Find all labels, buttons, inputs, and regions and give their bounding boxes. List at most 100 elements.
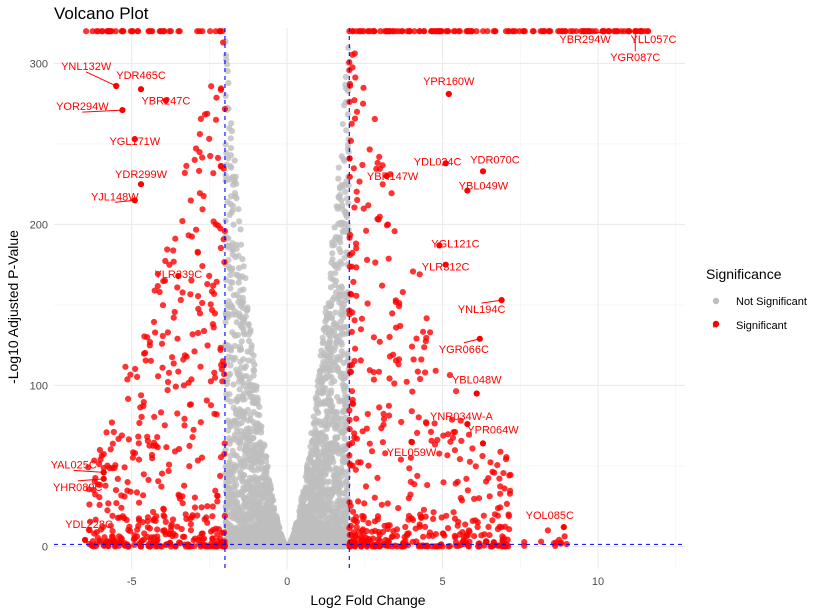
significant-point xyxy=(191,494,198,501)
significant-point xyxy=(139,537,146,544)
significant-point xyxy=(85,526,92,534)
not-significant-point xyxy=(224,198,231,205)
significant-point xyxy=(190,426,197,433)
not-significant-point xyxy=(317,369,324,376)
significant-point xyxy=(538,538,545,545)
significant-point xyxy=(181,533,188,540)
not-significant-point xyxy=(238,241,245,248)
gene-label: YGR087C xyxy=(610,52,660,64)
significant-point xyxy=(152,329,159,336)
significant-point xyxy=(212,28,219,35)
significant-point xyxy=(392,299,399,306)
significant-point xyxy=(360,531,367,538)
significant-point xyxy=(406,465,413,472)
significant-point xyxy=(369,535,377,542)
not-significant-point xyxy=(331,224,338,231)
not-significant-point xyxy=(315,499,323,506)
significant-point xyxy=(458,437,465,444)
significant-point xyxy=(165,369,173,376)
significant-point xyxy=(105,28,112,35)
not-significant-point xyxy=(333,534,341,541)
label-connector xyxy=(82,109,123,113)
significant-point xyxy=(479,452,486,460)
significant-point xyxy=(427,428,435,435)
significant-point xyxy=(372,259,379,266)
not-significant-point xyxy=(229,447,236,454)
not-significant-point xyxy=(304,474,311,481)
significant-point xyxy=(195,305,202,312)
labeled-gene-point xyxy=(137,181,145,188)
significant-point xyxy=(220,236,227,243)
significant-point xyxy=(357,326,365,333)
significant-point xyxy=(423,420,430,427)
not-significant-point xyxy=(225,155,232,162)
not-significant-point xyxy=(251,367,258,374)
not-significant-point xyxy=(303,504,310,511)
not-significant-point xyxy=(250,467,257,474)
not-significant-point xyxy=(332,435,339,442)
significant-point xyxy=(506,472,513,479)
not-significant-point xyxy=(265,505,272,512)
significant-point xyxy=(166,28,173,35)
not-significant-point xyxy=(325,394,332,401)
significant-point xyxy=(422,369,429,376)
not-significant-point xyxy=(231,190,239,197)
significant-point xyxy=(497,448,504,455)
significant-point xyxy=(86,501,93,508)
significant-point xyxy=(419,542,426,549)
not-significant-point xyxy=(338,465,345,472)
not-significant-point xyxy=(341,102,348,109)
significant-point xyxy=(159,302,167,309)
significant-point xyxy=(182,511,189,518)
significant-point xyxy=(207,301,214,308)
significant-point xyxy=(469,445,476,452)
significant-point xyxy=(436,450,443,457)
not-significant-point xyxy=(235,252,242,259)
not-significant-point xyxy=(260,472,268,479)
gene-label: YHR089C xyxy=(53,482,103,494)
significant-point xyxy=(471,495,478,502)
significant-point xyxy=(181,415,188,422)
not-significant-point xyxy=(236,421,243,428)
significant-point xyxy=(134,373,141,380)
not-significant-point xyxy=(250,372,257,379)
significant-point xyxy=(124,479,131,486)
significant-point xyxy=(207,152,214,160)
not-significant-point xyxy=(245,321,252,328)
significant-point xyxy=(418,514,425,521)
significant-point xyxy=(136,517,143,524)
not-significant-point xyxy=(243,373,250,380)
not-significant-point xyxy=(233,271,240,278)
not-significant-point xyxy=(230,173,237,180)
significant-point xyxy=(494,462,501,469)
significant-point xyxy=(166,531,173,538)
not-significant-point xyxy=(266,479,273,486)
not-significant-point xyxy=(231,178,238,185)
significant-point xyxy=(475,495,483,502)
significant-point xyxy=(500,535,507,542)
significant-point xyxy=(204,519,211,526)
significant-point xyxy=(187,521,194,528)
significant-point xyxy=(351,430,358,437)
labeled-gene-point xyxy=(442,160,449,167)
significant-point xyxy=(494,526,501,533)
significant-point xyxy=(170,258,177,265)
not-significant-point xyxy=(225,427,232,434)
significant-point xyxy=(198,504,205,511)
not-significant-point xyxy=(257,489,264,496)
not-significant-point xyxy=(343,213,350,220)
significant-point xyxy=(217,244,224,252)
significant-point xyxy=(129,28,136,35)
significant-point xyxy=(372,527,379,535)
significant-point xyxy=(158,470,166,477)
significant-point xyxy=(135,28,142,35)
not-significant-point xyxy=(334,354,341,361)
significant-point xyxy=(421,344,428,351)
significant-point xyxy=(154,270,161,277)
not-significant-point xyxy=(332,422,339,429)
labeled-gene-point xyxy=(560,524,567,531)
significant-point xyxy=(151,413,158,420)
significant-point xyxy=(109,528,116,535)
not-significant-point xyxy=(240,356,247,363)
